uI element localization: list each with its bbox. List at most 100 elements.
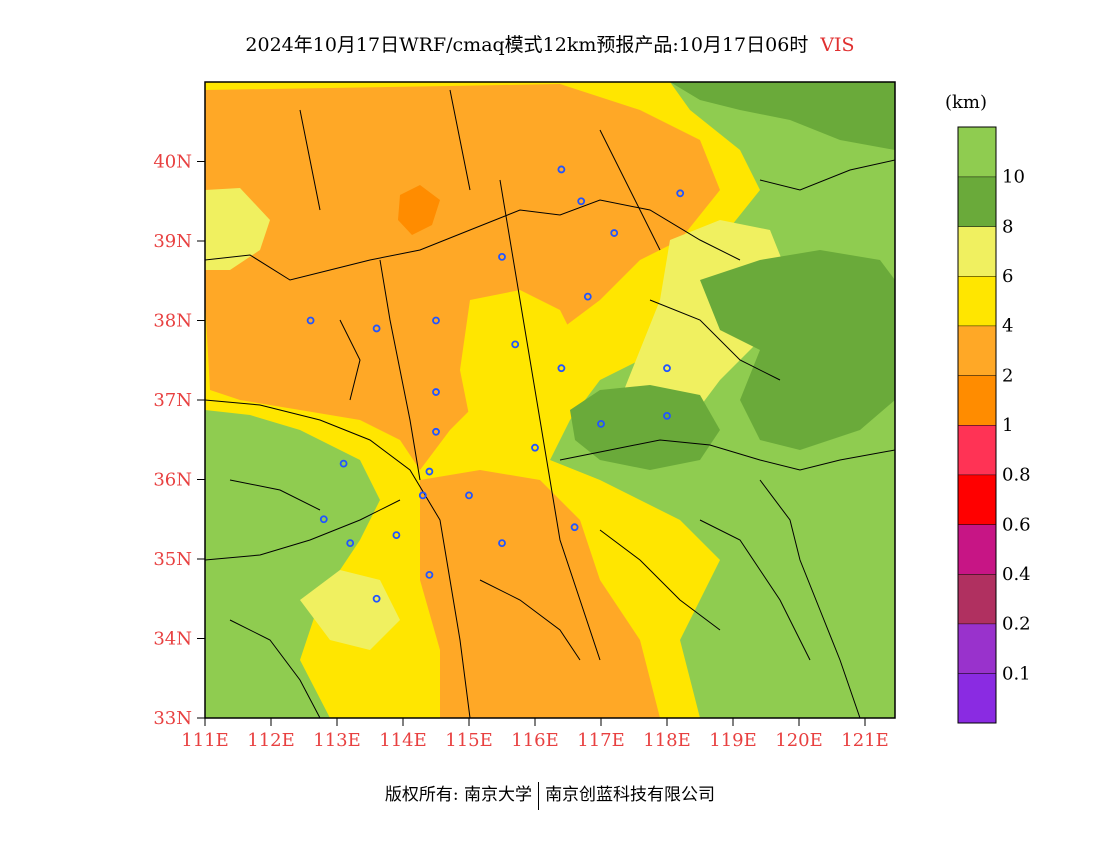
field-dark-green-east [700, 250, 895, 450]
boundary-line [229, 619, 321, 718]
colorbar-band [958, 375, 996, 425]
boundary-line [599, 129, 661, 251]
coastline [759, 159, 895, 191]
colorbar-frame [957, 126, 997, 724]
boundary-line [379, 259, 421, 481]
lat-tick-label: 40N [153, 152, 192, 173]
city-marker [676, 189, 685, 198]
boundary-line [339, 319, 361, 401]
coastline [699, 519, 811, 661]
city-marker [557, 165, 566, 174]
boundary-line [299, 109, 321, 211]
colorbar-band [958, 623, 996, 674]
longitude-axis: 111E 112E 113E 114E 115E 116E 117E 118E 119E 120E… [181, 718, 889, 751]
city-marker [418, 491, 427, 500]
lon-tick-label: 114E [379, 730, 427, 751]
boundary-line [759, 479, 861, 718]
map-field [205, 82, 895, 718]
city-marker [511, 340, 520, 349]
lon-tick-label: 111E [181, 730, 229, 751]
city-marker [319, 515, 328, 524]
city-marker [425, 467, 434, 476]
field-orange-light-main [205, 84, 720, 470]
lat-tick-label: 38N [153, 311, 192, 332]
lat-tick-label: 33N [153, 708, 192, 729]
city-marker [557, 364, 566, 373]
field-orange-light-south [420, 470, 660, 718]
boundary-line [229, 479, 321, 511]
lat-tick-label: 35N [153, 549, 192, 570]
field-yellow-patch-central [460, 290, 580, 440]
colorbar-label: 0.2 [1002, 614, 1031, 635]
lat-tick-label: 37N [153, 390, 192, 411]
city-marker [570, 523, 579, 532]
lon-tick-label: 118E [643, 730, 691, 751]
colorbar-band [958, 176, 996, 227]
colorbar-band [958, 673, 996, 723]
boundary-line [649, 299, 781, 381]
latitude-axis: 33N 34N 35N 36N 37N 38N 39N 40N [153, 152, 205, 729]
city-marker [577, 197, 586, 206]
colorbar-band [958, 226, 996, 276]
city-marker [306, 316, 315, 325]
colorbar-label: 4 [1002, 316, 1013, 337]
city-marker [663, 411, 671, 420]
copyright-left: 版权所有: 南京大学 [384, 785, 533, 805]
colorbar-band [958, 474, 996, 525]
lon-tick-label: 119E [709, 730, 757, 751]
city-markers [306, 165, 685, 603]
city-marker [583, 292, 592, 301]
title-text: 2024年10月17日WRF/cmaq模式12km预报产品:10月17日06时 [245, 34, 809, 56]
boundary-line [599, 529, 721, 631]
lat-tick-label: 39N [153, 231, 192, 252]
colorbar-band [958, 325, 996, 376]
field-green-north-east [670, 82, 895, 150]
field-dark-green-central [570, 385, 720, 470]
city-marker [346, 539, 355, 547]
city-marker [432, 427, 440, 436]
city-marker [663, 364, 671, 373]
lon-tick-label: 113E [313, 730, 361, 751]
colorbar-label: 0.1 [1002, 663, 1031, 684]
copyright-notice: 版权所有: 南京大学 南京创蓝科技有限公司 [0, 780, 1100, 810]
city-marker [465, 491, 473, 500]
colorbar-label: 0.8 [1002, 465, 1031, 486]
lon-tick-label: 112E [247, 730, 295, 751]
colorbar-band [958, 425, 996, 475]
city-marker [432, 388, 440, 396]
colorbar-label: 2 [1002, 365, 1013, 386]
lon-tick-label: 117E [577, 730, 625, 751]
city-marker [498, 539, 506, 547]
city-marker [498, 252, 506, 261]
city-marker [392, 531, 401, 540]
city-marker [531, 443, 539, 452]
boundary-line [449, 89, 471, 191]
boundary-line [479, 579, 581, 661]
boundary-line [205, 399, 471, 718]
map-title: 2024年10月17日WRF/cmaq模式12km预报产品:10月17日06时 V… [0, 30, 1100, 56]
boundary-line [559, 439, 895, 471]
copyright-separator [538, 781, 540, 810]
colorbar-label: 8 [1002, 216, 1013, 237]
boundary-line [205, 199, 741, 281]
colorbar: 0.1 0.2 0.4 0.6 0.8 1 2 4 6 8 10 [957, 126, 1031, 724]
colorbar-band [958, 276, 996, 326]
lon-tick-label: 120E [775, 730, 823, 751]
city-marker [372, 324, 381, 333]
city-marker [610, 229, 619, 237]
field-orange-dark-spot [398, 185, 440, 235]
lat-tick-label: 34N [153, 629, 192, 650]
city-marker [425, 571, 434, 579]
colorbar-band [958, 127, 996, 177]
colorbar-band [958, 524, 996, 574]
lon-tick-label: 116E [511, 730, 559, 751]
colorbar-unit: (km) [945, 92, 987, 113]
colorbar-label: 0.6 [1002, 514, 1031, 535]
colorbar-label: 6 [1002, 266, 1013, 287]
boundary-line [499, 179, 601, 661]
city-marker [597, 419, 605, 428]
field-pale-yellow-sw [300, 570, 400, 650]
boundary-line [205, 499, 401, 561]
copyright-right: 南京创蓝科技有限公司 [545, 785, 716, 805]
